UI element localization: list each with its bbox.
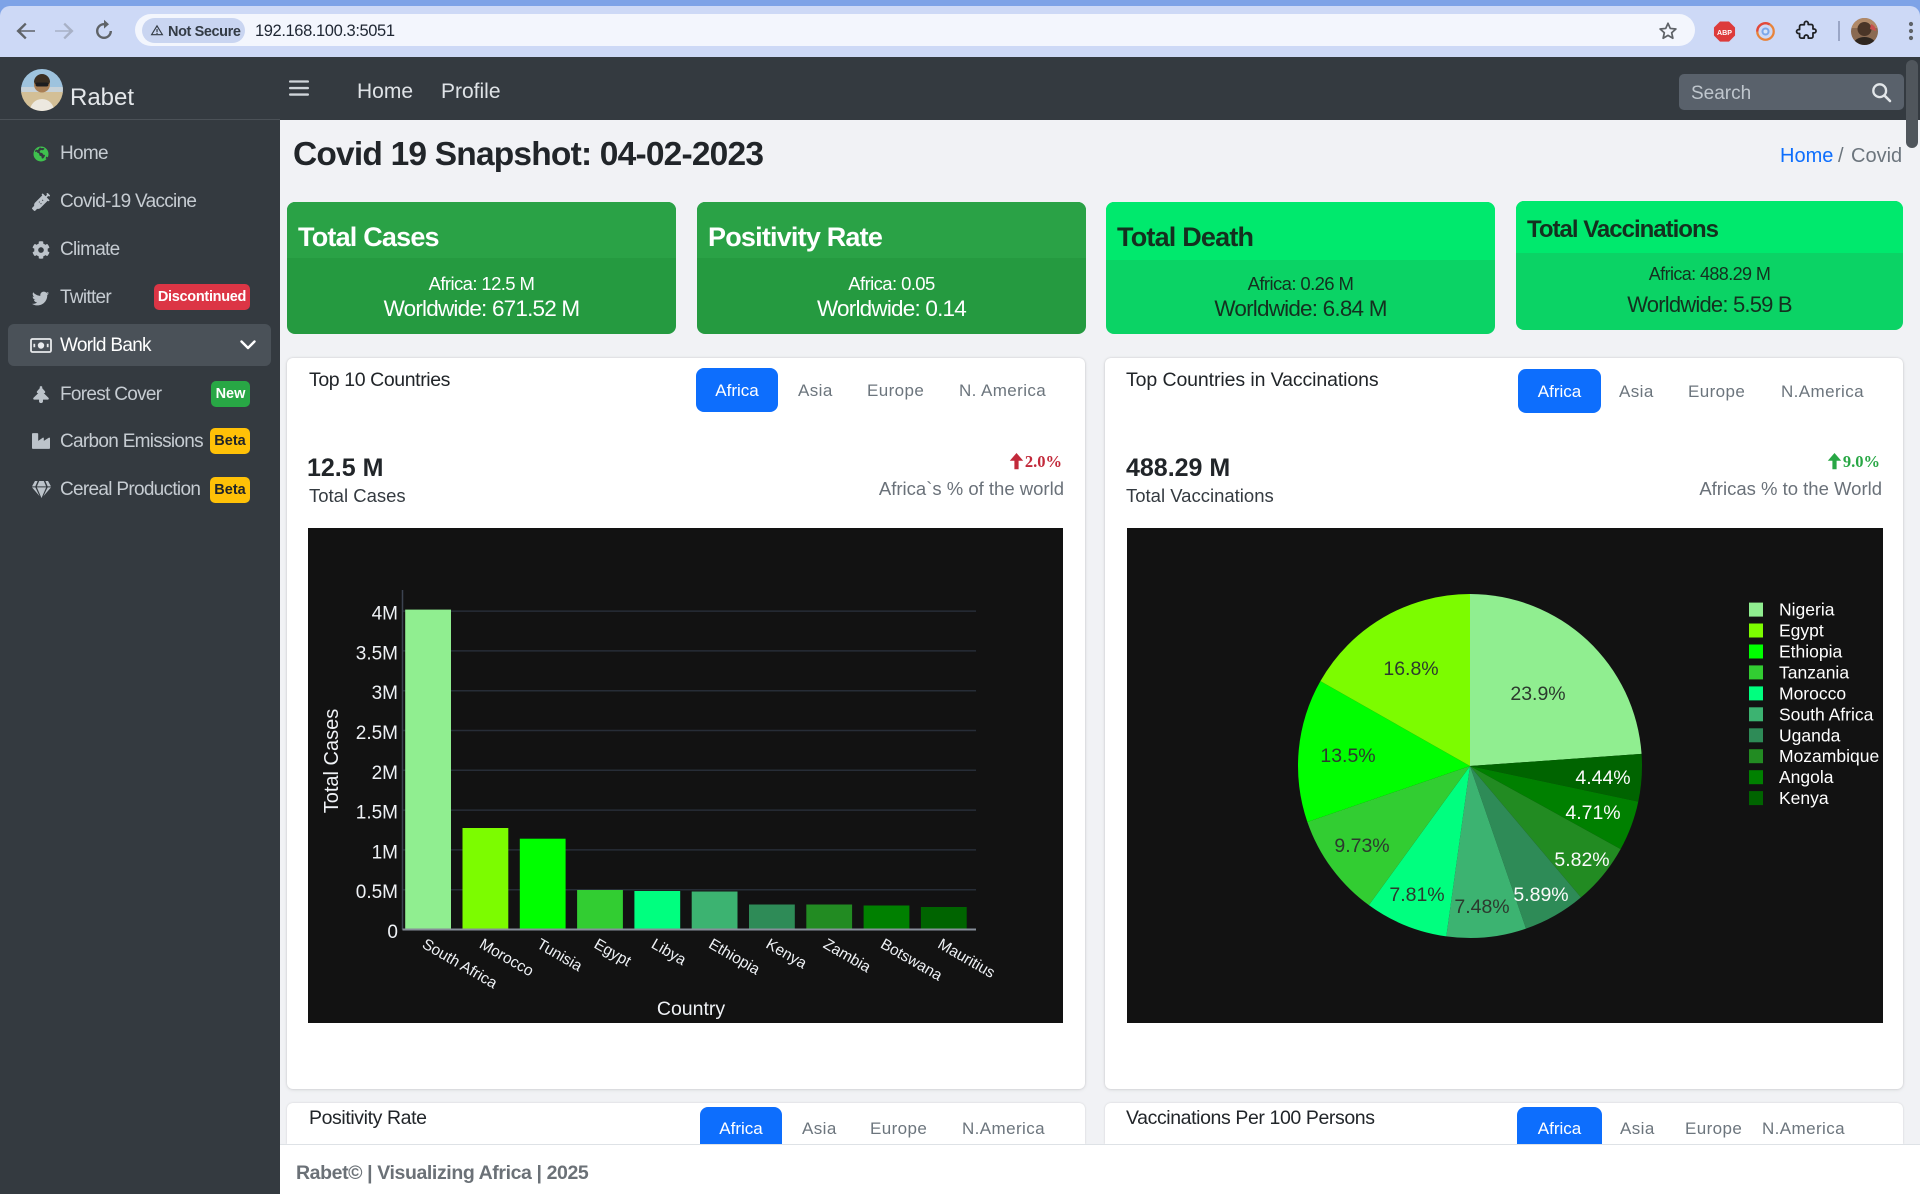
svg-text:4M: 4M	[372, 604, 398, 625]
svg-text:Angola: Angola	[1779, 767, 1834, 787]
svg-text:9.73%: 9.73%	[1334, 835, 1389, 857]
svg-text:3.5M: 3.5M	[356, 643, 398, 664]
svg-text:2M: 2M	[372, 763, 398, 784]
svg-text:5.82%: 5.82%	[1554, 849, 1609, 871]
svg-text:Tanzania: Tanzania	[1779, 662, 1849, 682]
svg-text:7.81%: 7.81%	[1389, 884, 1444, 906]
svg-text:13.5%: 13.5%	[1320, 745, 1375, 767]
svg-text:Nigeria: Nigeria	[1779, 600, 1835, 620]
svg-text:Total Cases: Total Cases	[321, 709, 343, 814]
svg-text:Uganda: Uganda	[1779, 725, 1841, 745]
svg-text:0.5M: 0.5M	[356, 882, 398, 903]
svg-text:ABP: ABP	[1717, 29, 1732, 37]
svg-text:5.89%: 5.89%	[1513, 884, 1568, 906]
svg-text:16.8%: 16.8%	[1383, 658, 1438, 680]
svg-text:Egypt: Egypt	[1779, 621, 1824, 641]
svg-text:Mozambique: Mozambique	[1779, 746, 1879, 766]
svg-text:4.44%: 4.44%	[1575, 767, 1630, 789]
svg-text:2.5M: 2.5M	[356, 723, 398, 744]
svg-text:7.48%: 7.48%	[1454, 896, 1509, 918]
svg-text:Ethiopia: Ethiopia	[1779, 642, 1843, 662]
svg-text:1M: 1M	[372, 842, 398, 863]
svg-text:Morocco: Morocco	[1779, 683, 1846, 703]
svg-text:South Africa: South Africa	[1779, 704, 1874, 724]
svg-text:0: 0	[387, 922, 398, 943]
svg-text:Kenya: Kenya	[1779, 788, 1829, 808]
svg-text:23.9%: 23.9%	[1510, 683, 1565, 705]
svg-text:3M: 3M	[372, 683, 398, 704]
svg-text:4.71%: 4.71%	[1565, 802, 1620, 824]
svg-text:1.5M: 1.5M	[356, 803, 398, 824]
svg-text:Country: Country	[657, 998, 726, 1020]
